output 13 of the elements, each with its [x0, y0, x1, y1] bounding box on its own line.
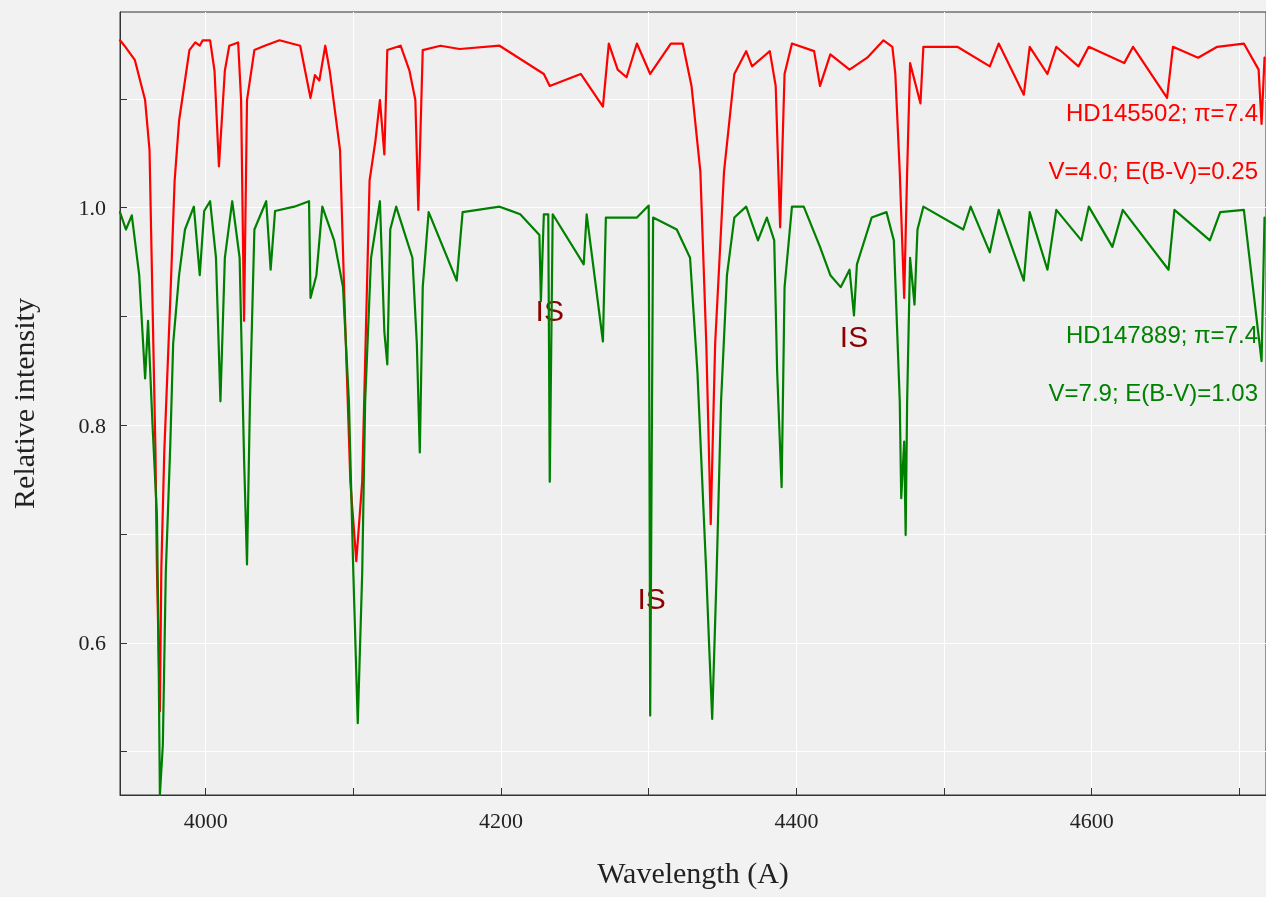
line-series: [118, 39, 1266, 713]
y-tick-label: 0.6: [78, 630, 106, 656]
text: HD145502; π=7.4 V=4.0; E(B-V)=0.25: [1048, 98, 1259, 184]
x-tick-label: 4000: [183, 807, 228, 833]
y-tick-label: 0.8: [78, 412, 106, 438]
x-axis-title: Wavelength (A): [597, 855, 789, 890]
y-axis-title: Relative intensity: [6, 298, 40, 509]
x-tick-label: 4200: [479, 807, 524, 833]
text: HD147889; π=7.4 V=7.9; E(B-V)=1.03: [1048, 320, 1259, 406]
y-tick-label: 1.0: [78, 195, 106, 221]
annotation: IS: [839, 319, 869, 353]
x-tick-label: 4400: [774, 807, 819, 833]
x-tick-label: 4600: [1069, 807, 1114, 833]
